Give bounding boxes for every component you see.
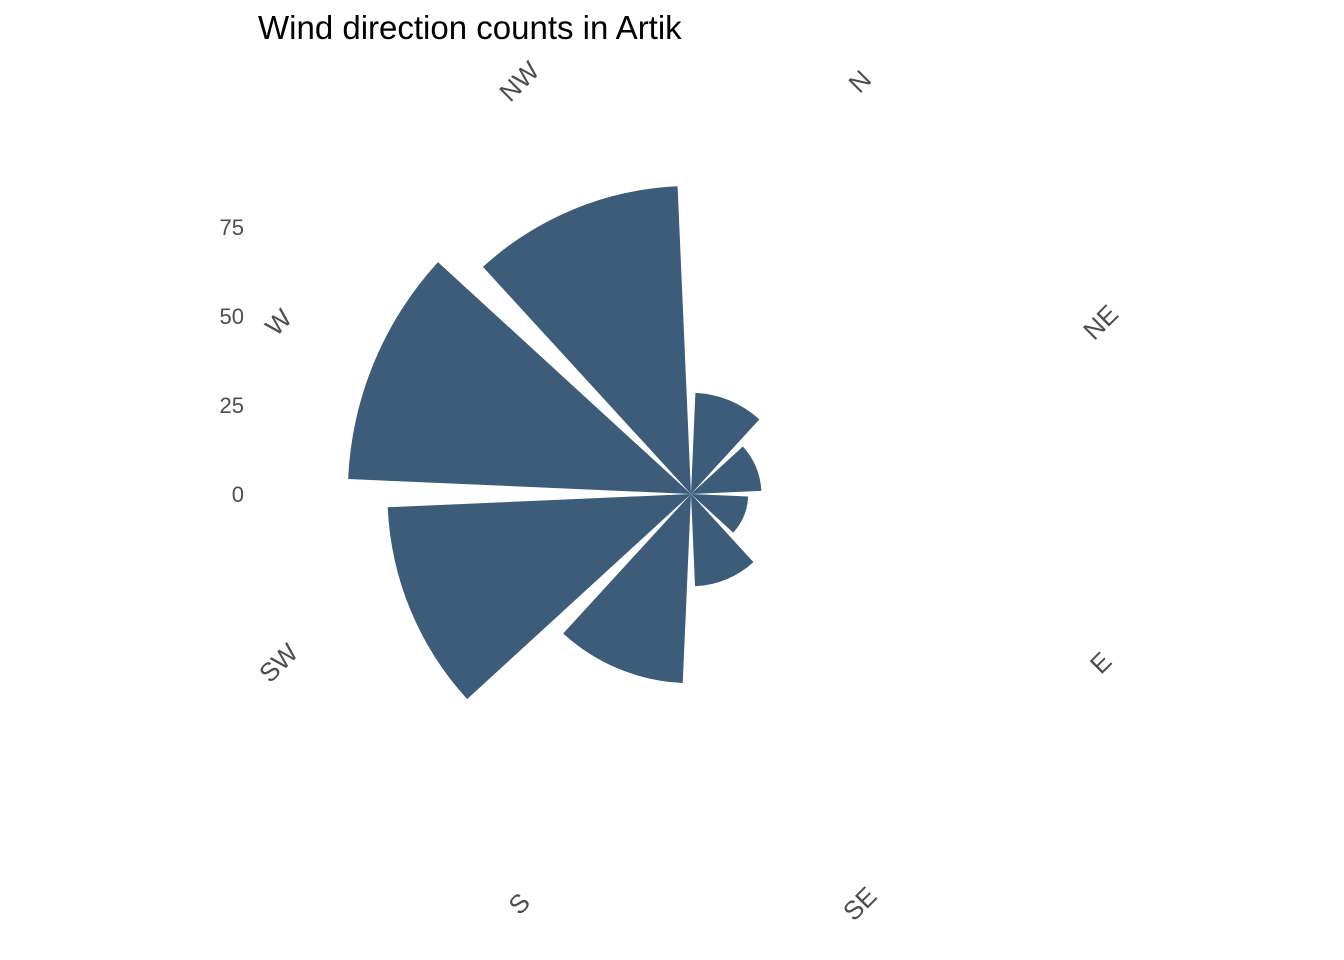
bar-s <box>563 494 691 684</box>
bar-ne <box>691 446 762 494</box>
bar-w <box>348 262 691 494</box>
bar-nw <box>482 186 691 495</box>
y-tick-label: 25 <box>220 393 244 418</box>
direction-label-nw: NW <box>493 55 545 107</box>
bar-se <box>691 494 754 587</box>
direction-label-se: SE <box>837 881 883 927</box>
bar-n <box>691 392 760 494</box>
direction-label-w: W <box>259 303 298 342</box>
direction-label-sw: SW <box>253 637 304 688</box>
bars-group <box>348 186 762 700</box>
y-ticks-group: 0 25 50 75 <box>220 215 244 507</box>
chart-title: Wind direction counts in Artik <box>258 9 682 46</box>
direction-label-ne: NE <box>1077 299 1124 346</box>
y-tick-label: 50 <box>220 304 244 329</box>
bar-sw <box>387 494 691 700</box>
direction-label-e: E <box>1084 646 1117 679</box>
y-tick-label: 75 <box>220 215 244 240</box>
y-tick-label: 0 <box>232 482 244 507</box>
direction-label-s: S <box>502 887 535 920</box>
bar-e <box>691 494 749 533</box>
direction-label-n: N <box>843 64 877 98</box>
